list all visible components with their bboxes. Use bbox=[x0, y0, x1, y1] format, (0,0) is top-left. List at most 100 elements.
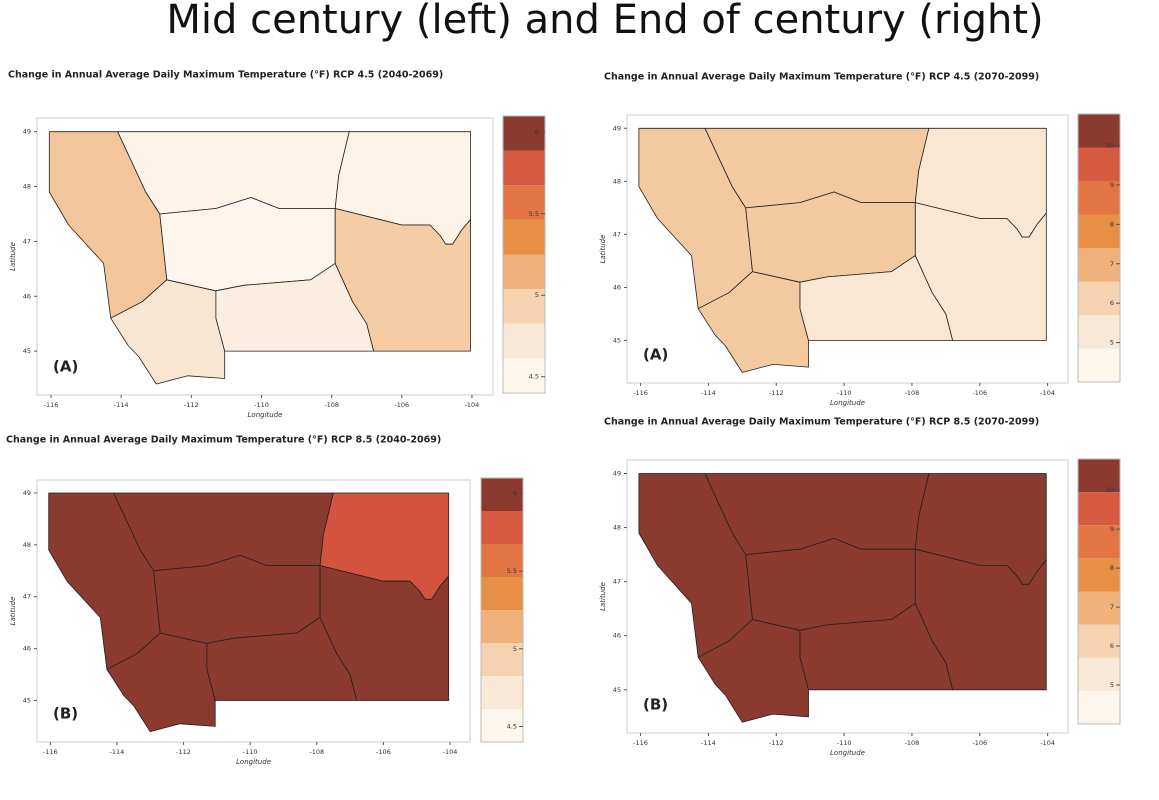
x-tick-label: -114 bbox=[110, 748, 125, 756]
x-tick-label: -108 bbox=[905, 389, 920, 397]
climate-division bbox=[697, 619, 809, 723]
colorbar-bin bbox=[1078, 214, 1120, 248]
colorbar-bin bbox=[503, 323, 545, 359]
climate-division bbox=[914, 202, 1047, 341]
colorbar-bin bbox=[503, 289, 545, 324]
y-tick-label: 47 bbox=[613, 230, 621, 238]
y-tick-label: 46 bbox=[613, 632, 621, 640]
y-tick-label: 46 bbox=[23, 292, 31, 300]
y-tick-label: 47 bbox=[613, 578, 621, 586]
colorbar-bin bbox=[481, 478, 523, 511]
y-tick-label: 48 bbox=[613, 177, 621, 185]
x-tick-label: -116 bbox=[44, 401, 59, 409]
colorbar-tick-label: 9 bbox=[1110, 181, 1114, 189]
climate-division bbox=[106, 632, 216, 732]
x-tick-label: -112 bbox=[769, 739, 784, 747]
colorbar-tick-label: 5 bbox=[1110, 339, 1114, 347]
y-tick-label: 45 bbox=[613, 686, 621, 694]
colorbar-bin bbox=[1078, 690, 1120, 724]
y-tick-label: 49 bbox=[23, 489, 31, 497]
x-tick-label: -110 bbox=[254, 401, 269, 409]
colorbar-bin bbox=[503, 358, 545, 393]
colorbar-tick-label: 6 bbox=[1110, 299, 1114, 307]
x-tick-label: -106 bbox=[394, 401, 409, 409]
x-tick-label: -116 bbox=[633, 389, 648, 397]
colorbar-bin bbox=[1078, 657, 1120, 691]
colorbar-tick-label: 5.5 bbox=[529, 210, 539, 218]
y-tick-label: 45 bbox=[23, 696, 31, 704]
colorbar-bin bbox=[1078, 492, 1120, 526]
colorbar-bin bbox=[1078, 114, 1120, 148]
x-tick-label: -114 bbox=[701, 389, 716, 397]
y-tick-label: 45 bbox=[23, 347, 31, 355]
colorbar-tick-label: 9 bbox=[1110, 525, 1114, 533]
colorbar-bin bbox=[1078, 348, 1120, 382]
colorbar-tick-label: 8 bbox=[1110, 564, 1114, 572]
y-axis-label: Latitude bbox=[599, 235, 607, 264]
x-axis-label: Longitude bbox=[830, 399, 865, 407]
colorbar-tick-label: 7 bbox=[1110, 260, 1114, 268]
colorbar-bin bbox=[481, 544, 523, 577]
x-tick-label: -110 bbox=[837, 739, 852, 747]
x-axis-label: Longitude bbox=[830, 749, 865, 757]
x-tick-label: -104 bbox=[465, 401, 480, 409]
colorbar-tick-label: 10 bbox=[1106, 142, 1114, 150]
x-tick-label: -104 bbox=[443, 748, 458, 756]
x-tick-label: -112 bbox=[184, 401, 199, 409]
colorbar-bin bbox=[503, 254, 545, 290]
climate-division bbox=[745, 191, 916, 283]
x-tick-label: -110 bbox=[837, 389, 852, 397]
colorbar-bin bbox=[481, 643, 523, 676]
y-tick-label: 46 bbox=[23, 645, 31, 653]
colorbar-bin bbox=[1078, 459, 1120, 493]
x-tick-label: -108 bbox=[309, 748, 324, 756]
x-tick-label: -106 bbox=[972, 739, 987, 747]
map-panel: Change in Annual Average Daily Maximum T… bbox=[8, 70, 546, 419]
colorbar-bin bbox=[481, 709, 523, 742]
colorbar-bin bbox=[481, 676, 523, 709]
colorbar-tick-label: 4.5 bbox=[507, 722, 517, 730]
x-tick-label: -104 bbox=[1040, 739, 1055, 747]
colorbar-frame bbox=[480, 477, 524, 743]
colorbar-bin bbox=[1078, 248, 1120, 282]
x-tick-label: -116 bbox=[633, 739, 648, 747]
colorbar-bin bbox=[481, 511, 523, 544]
panel-title: Change in Annual Average Daily Maximum T… bbox=[604, 72, 1039, 83]
x-tick-label: -114 bbox=[701, 739, 716, 747]
y-tick-label: 47 bbox=[23, 593, 31, 601]
colorbar-bin bbox=[503, 150, 545, 186]
colorbar-tick-label: 8 bbox=[1110, 220, 1114, 228]
climate-division bbox=[319, 565, 450, 701]
y-tick-label: 45 bbox=[613, 337, 621, 345]
y-tick-label: 48 bbox=[23, 183, 31, 191]
colorbar-bin bbox=[1078, 558, 1120, 592]
figure-title: Mid century (left) and End of century (r… bbox=[166, 0, 1043, 43]
y-tick-label: 49 bbox=[613, 124, 621, 132]
x-tick-label: -106 bbox=[972, 389, 987, 397]
climate-division bbox=[110, 279, 226, 385]
colorbar-tick-label: 6 bbox=[535, 128, 539, 136]
y-tick-label: 49 bbox=[613, 470, 621, 478]
climate-division bbox=[914, 548, 1047, 691]
panel-label: (A) bbox=[643, 346, 668, 364]
x-tick-label: -106 bbox=[376, 748, 391, 756]
x-tick-label: -108 bbox=[324, 401, 339, 409]
colorbar-frame bbox=[1077, 113, 1121, 383]
colorbar-tick-label: 6 bbox=[513, 490, 517, 498]
colorbar-bin bbox=[481, 577, 523, 610]
colorbar-tick-label: 5 bbox=[513, 645, 517, 653]
panel-label: (B) bbox=[643, 696, 668, 714]
y-tick-label: 49 bbox=[23, 128, 31, 136]
colorbar-bin bbox=[481, 610, 523, 643]
climate-division bbox=[153, 554, 321, 644]
colorbar-bin bbox=[1078, 181, 1120, 215]
colorbar-frame bbox=[502, 115, 546, 394]
colorbar-bin bbox=[503, 185, 545, 220]
colorbar-tick-label: 5.5 bbox=[507, 567, 517, 575]
panel-title: Change in Annual Average Daily Maximum T… bbox=[8, 70, 443, 81]
y-axis-label: Latitude bbox=[9, 242, 17, 271]
y-tick-label: 48 bbox=[23, 541, 31, 549]
climate-division bbox=[334, 208, 472, 352]
climate-division bbox=[159, 197, 336, 292]
